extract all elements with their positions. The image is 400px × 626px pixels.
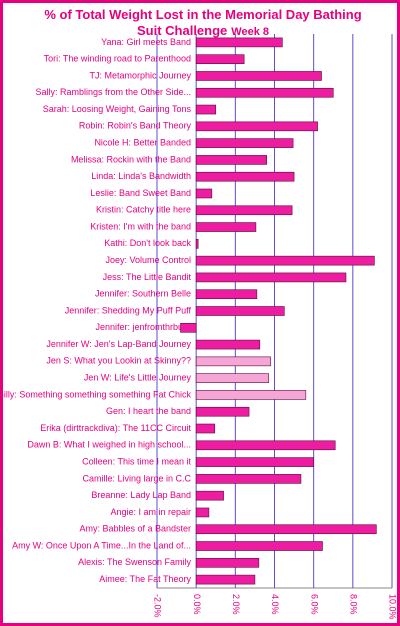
x-tick-label: 6.0% [309, 594, 319, 615]
bar [195, 490, 224, 501]
y-tick-label: Leslie: Band Sweet Band [90, 188, 191, 198]
y-tick-label: Aimee: The Fat Theory [99, 574, 191, 584]
y-tick-label: Jen W: Life's Little Journey [84, 373, 192, 383]
bar [195, 205, 293, 216]
bar [195, 541, 323, 551]
bar [195, 574, 256, 585]
bar [195, 524, 377, 535]
y-tick-label: Kristin: Catchy title here [96, 205, 191, 215]
bar [195, 339, 261, 350]
bar [195, 373, 269, 383]
y-tick-label: Tori: The winding road to Parenthood [44, 54, 191, 64]
bar [195, 406, 250, 417]
y-tick-label: Kathi: Don't look back [104, 238, 191, 248]
y-tick-label: Jennifer W: Jen's Lap-Band Journey [46, 339, 191, 349]
y-tick-label: Amy: Babbles of a Bandster [79, 524, 191, 534]
bar [195, 171, 295, 182]
bar [195, 104, 217, 115]
bar [195, 457, 314, 467]
y-tick-label: Kristen: I'm with the band [90, 221, 191, 231]
bar [195, 272, 347, 283]
y-tick-label: Gilly: Something something something Fat… [3, 389, 191, 399]
y-tick-label: Sally: Ramblings from the Other Side... [35, 87, 191, 97]
y-tick-label: Linda: Linda's Bandwidth [91, 171, 191, 181]
y-tick-label: Alexis: The Swenson Family [78, 557, 191, 567]
y-tick-label: Joey: Volume Control [105, 255, 191, 265]
bar [195, 155, 267, 165]
x-tick-label: -2.0% [153, 594, 163, 618]
y-tick-label: Breanne: Lady Lap Band [91, 490, 191, 500]
x-tick-label: 8.0% [348, 594, 358, 615]
x-tick-label: 0.0% [192, 594, 202, 615]
bar [195, 390, 307, 400]
y-tick-label: Jennifer: jenfromthrburg [95, 322, 191, 332]
chart-subtitle: Week 8 [231, 26, 269, 38]
bar [195, 71, 322, 81]
bar [195, 507, 210, 518]
bar [195, 558, 260, 568]
y-tick-label: Jennifer: Southern Belle [95, 289, 191, 299]
y-tick-label: Yana: Girl meets Band [101, 37, 191, 47]
x-tick-label: 10.0% [388, 594, 397, 620]
bar [195, 423, 216, 434]
x-tick-label: 4.0% [270, 594, 280, 615]
x-tick-label: 2.0% [231, 594, 241, 615]
y-tick-label: Jennifer: Shedding My Puff Puff [65, 305, 192, 315]
y-tick-label: Erika (dirttrackdiva): The 11CC Circuit [40, 423, 191, 433]
chart-title: % of Total Weight Lost in the Memorial D… [44, 7, 362, 38]
y-tick-label: Camille: Living large in C.C [82, 473, 191, 483]
bar [195, 54, 245, 64]
bar [195, 255, 375, 266]
y-tick-label: Robin: Robin's Band Theory [79, 121, 192, 131]
bar [195, 440, 336, 451]
y-tick-label: Nicole H: Better Banded [94, 137, 191, 147]
bar [180, 322, 197, 333]
y-tick-label: Jen S: What you Lookin at Skinny?? [46, 356, 191, 366]
bar [195, 87, 334, 98]
bar [195, 356, 271, 367]
y-tick-label: Dawn B: What I weighed in high school... [27, 440, 191, 450]
bar [195, 306, 285, 316]
bar [195, 474, 302, 484]
bar [195, 37, 283, 48]
y-tick-label: Jess: The Little Bandit [103, 272, 192, 282]
y-tick-label: Gen: I heart the band [106, 406, 191, 416]
y-tick-label: Sarah: Loosing Weight, Gaining Tons [43, 104, 192, 114]
bar [195, 121, 318, 132]
chart: -2.0% 0.0% 2.0% 4.0% 6.0% 8.0% 10.0% Yana: Girl… [3, 34, 397, 620]
bar [195, 138, 294, 148]
y-tick-label: Melissa: Rockin with the Band [71, 154, 191, 164]
bar [195, 239, 199, 249]
y-tick-label: Angie: I am in repair [110, 507, 191, 517]
y-tick-label: Amy W: Once Upon A Time...In the Land of… [12, 540, 191, 550]
bar [195, 289, 258, 300]
bar [195, 222, 257, 232]
bar [195, 188, 213, 199]
y-tick-label: TJ: Metamorphic Journey [89, 70, 191, 80]
title-block: % of Total Weight Lost in the Memorial D… [33, 7, 373, 40]
y-tick-label: Colleen: This time I mean it [82, 456, 191, 466]
